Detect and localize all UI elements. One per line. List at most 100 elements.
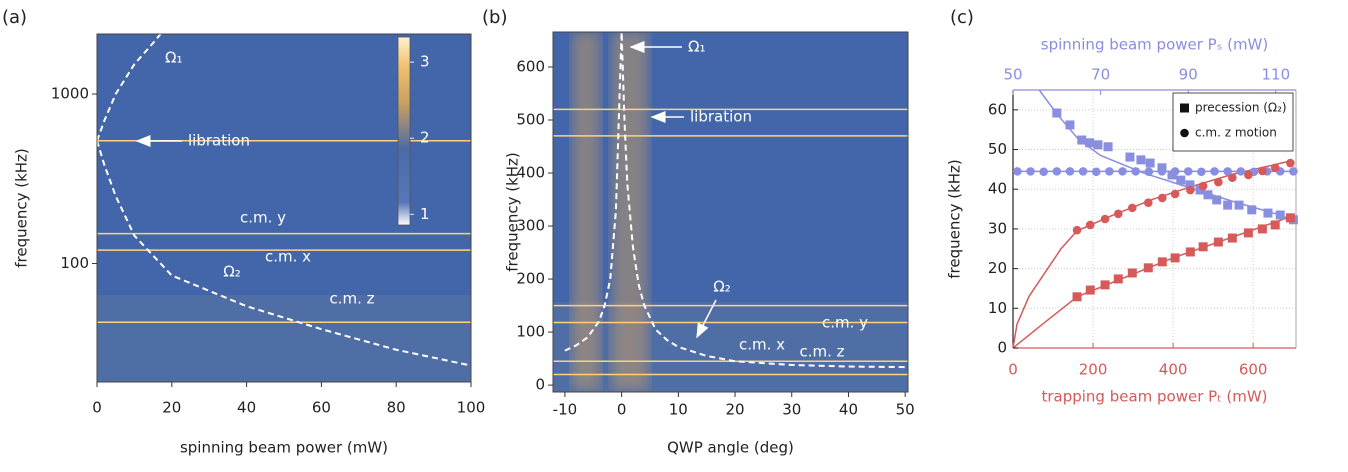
square-point xyxy=(1103,142,1113,152)
circle-point xyxy=(1214,177,1223,187)
y-tick-label: 500 xyxy=(516,111,545,129)
circle-point xyxy=(1091,167,1101,177)
heatmap-layer xyxy=(553,32,908,392)
circle-point xyxy=(1039,167,1048,177)
x-tick-label: 100 xyxy=(457,399,486,417)
heatmap-smear xyxy=(612,32,648,390)
annotation: c.m. z xyxy=(329,290,374,308)
circle-point xyxy=(1197,167,1206,177)
annotation: c.m. y xyxy=(240,209,286,227)
dashed-curve xyxy=(564,32,906,369)
annotation: libration xyxy=(188,132,250,150)
dashed-curve xyxy=(97,34,162,142)
legend-box xyxy=(1172,92,1294,152)
panel-label: (a) xyxy=(2,7,27,28)
y-axis-label: frequency (kHz) xyxy=(946,159,964,279)
colorbar-tick-label: 2 xyxy=(420,129,430,147)
legend-marker xyxy=(1180,128,1189,138)
circle-point xyxy=(1127,203,1137,213)
heatmap-shade xyxy=(97,295,471,382)
legend-label: precession (Ω₂) xyxy=(1195,101,1287,115)
circle-point xyxy=(1286,158,1295,168)
square-point xyxy=(1072,292,1082,302)
square-point xyxy=(1085,138,1095,148)
square-point xyxy=(1227,233,1237,243)
square-point xyxy=(1145,158,1155,168)
annotation: c.m. y xyxy=(822,314,868,332)
y-tick-label: 30 xyxy=(988,219,1007,237)
circle-point xyxy=(1183,167,1193,176)
panel-label: (c) xyxy=(950,7,974,28)
circle-point xyxy=(1100,214,1110,224)
heatmap-smear xyxy=(572,32,600,390)
annotation: Ω₂ xyxy=(713,278,730,296)
fit-line xyxy=(1013,159,1294,348)
square-point xyxy=(1185,180,1195,190)
square-point xyxy=(1212,195,1222,205)
x-axis-label: trapping beam power Pₜ (mW) xyxy=(1041,388,1267,406)
square-point xyxy=(1257,224,1267,234)
circle-point xyxy=(1236,167,1246,176)
y-tick-label: 100 xyxy=(60,254,89,272)
square-point xyxy=(1157,257,1167,267)
annotation: libration xyxy=(690,108,752,126)
x-tick-label: 10 xyxy=(669,401,688,419)
square-point xyxy=(1195,185,1205,195)
colorbar xyxy=(397,36,411,226)
x-tick-label: 0 xyxy=(92,399,102,417)
square-point xyxy=(1085,285,1095,295)
square-point xyxy=(1247,205,1257,215)
annotation: c.m. x xyxy=(739,336,785,354)
square-point xyxy=(1167,170,1177,180)
y-tick-label: 600 xyxy=(516,57,545,75)
x-tick-label: 0 xyxy=(1008,361,1018,379)
circle-point xyxy=(1228,173,1237,183)
square-point xyxy=(1136,155,1146,165)
x-axis-label: QWP angle (deg) xyxy=(667,439,794,457)
square-point xyxy=(1198,242,1208,252)
circle-point xyxy=(1118,167,1127,176)
circle-point xyxy=(1144,167,1154,177)
x2-tick-label: 50 xyxy=(1003,66,1022,84)
x-tick-label: 400 xyxy=(1159,361,1188,379)
square-point xyxy=(1100,280,1110,290)
x-tick-label: 20 xyxy=(162,399,181,417)
circle-point xyxy=(1198,181,1208,191)
panel-label: (b) xyxy=(482,7,507,28)
square-point xyxy=(1143,263,1153,273)
square-point xyxy=(1285,213,1295,223)
y-tick-label: 20 xyxy=(988,259,1007,277)
square-point xyxy=(1203,190,1213,200)
x2-tick-label: 70 xyxy=(1091,66,1110,84)
colorbar-tick-label: 1 xyxy=(420,205,430,223)
circle-point xyxy=(1072,225,1082,235)
circle-point xyxy=(1065,167,1075,176)
y-tick-label: 1000 xyxy=(51,85,89,103)
square-point xyxy=(1093,140,1103,150)
circle-point xyxy=(1210,167,1219,176)
x-tick-label: 20 xyxy=(725,401,744,419)
square-point xyxy=(1185,247,1195,257)
annotation: Ω₂ xyxy=(223,263,240,281)
circle-point xyxy=(1078,167,1088,176)
x-tick-label: 600 xyxy=(1239,361,1268,379)
circle-point xyxy=(1223,167,1232,176)
circle-point xyxy=(1052,167,1062,176)
square-point xyxy=(1077,135,1087,145)
annotation: Ω₁ xyxy=(165,49,182,67)
x-tick-label: 200 xyxy=(1079,361,1108,379)
square-point xyxy=(1223,200,1233,210)
circle-point xyxy=(1105,167,1114,176)
circle-point xyxy=(1143,198,1153,208)
circle-point xyxy=(1157,167,1167,176)
y-tick-label: 0 xyxy=(535,376,545,394)
y-tick-label: 50 xyxy=(988,140,1007,158)
y-tick-label: 300 xyxy=(516,217,545,235)
square-point xyxy=(1275,210,1285,220)
y-tick-label: 60 xyxy=(988,100,1007,118)
square-point xyxy=(1234,200,1244,210)
x-tick-label: 80 xyxy=(387,399,406,417)
square-point xyxy=(1170,253,1180,263)
